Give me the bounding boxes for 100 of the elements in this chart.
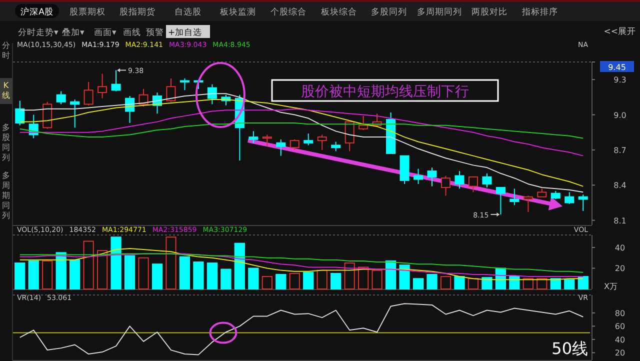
bar bbox=[289, 272, 300, 290]
line-series bbox=[19, 108, 584, 156]
candlestick bbox=[523, 195, 533, 213]
bar bbox=[193, 262, 204, 290]
y-tick-label: 40 bbox=[614, 335, 626, 344]
candlestick bbox=[276, 138, 286, 156]
candlestick bbox=[414, 168, 424, 184]
candlestick bbox=[290, 138, 300, 150]
bar bbox=[28, 260, 39, 290]
candlestick bbox=[166, 78, 176, 102]
text: +加自选 bbox=[168, 27, 202, 38]
text: 个股综合 bbox=[270, 6, 306, 18]
candlestick bbox=[304, 133, 314, 146]
text: 股票期权 bbox=[69, 6, 106, 18]
candlestick bbox=[331, 141, 341, 152]
bar bbox=[522, 278, 534, 290]
candlestick bbox=[180, 78, 190, 91]
bar bbox=[303, 272, 314, 290]
y-tick-label: 8.7 bbox=[614, 146, 626, 155]
bar bbox=[56, 252, 66, 290]
candlestick bbox=[262, 134, 272, 147]
bar bbox=[110, 236, 122, 290]
text: 股指期货 bbox=[120, 6, 156, 18]
candlestick bbox=[56, 90, 66, 105]
annotation: 50线 bbox=[552, 339, 588, 358]
bar bbox=[124, 255, 136, 290]
text: 画面▾ bbox=[94, 28, 117, 38]
text: 预警 bbox=[146, 27, 164, 38]
bar bbox=[550, 278, 561, 290]
bar bbox=[385, 260, 396, 290]
bar bbox=[206, 262, 218, 290]
bar bbox=[344, 262, 355, 290]
bar bbox=[138, 257, 149, 290]
bar bbox=[564, 279, 575, 290]
text: 沪深A股 bbox=[20, 6, 54, 18]
text: 叠加▾ bbox=[62, 27, 85, 38]
y-tick-label: 9.3 bbox=[614, 76, 626, 85]
bar bbox=[83, 240, 94, 290]
bar bbox=[248, 268, 259, 290]
annotation: 股价被中短期均线压制下行 bbox=[301, 84, 469, 100]
bar bbox=[399, 264, 410, 290]
text: 多周期同列 bbox=[2, 171, 10, 220]
y-tick-label: 8.4 bbox=[614, 181, 626, 190]
candlestick bbox=[454, 170, 464, 190]
text: 板块监测 bbox=[219, 6, 256, 18]
text: 分时 bbox=[2, 41, 10, 60]
text: 自选股 bbox=[174, 6, 202, 18]
bar bbox=[482, 277, 492, 290]
candlestick bbox=[98, 73, 108, 99]
bar bbox=[14, 262, 26, 290]
candlestick bbox=[510, 188, 520, 206]
bar bbox=[536, 278, 548, 290]
bar bbox=[412, 278, 424, 290]
bar bbox=[276, 274, 286, 290]
candlestick bbox=[248, 130, 258, 144]
candlestick bbox=[84, 81, 94, 106]
bar bbox=[578, 276, 588, 290]
bar bbox=[454, 276, 465, 290]
candlestick bbox=[344, 121, 354, 152]
bar bbox=[179, 256, 190, 290]
bar bbox=[262, 276, 272, 290]
candlestick bbox=[15, 100, 25, 126]
candlestick bbox=[564, 192, 574, 204]
text: K线 bbox=[2, 81, 10, 100]
y-tick-label: 40 bbox=[614, 243, 626, 252]
text: 两股对比 bbox=[472, 6, 508, 18]
text: 板块综合 bbox=[320, 6, 357, 18]
text: 指标排序 bbox=[521, 6, 558, 18]
bar bbox=[509, 276, 520, 290]
y-tick-label: 20 bbox=[614, 264, 626, 274]
bar bbox=[166, 236, 176, 290]
line-series bbox=[19, 248, 584, 280]
y-axis-title: X万 bbox=[604, 282, 618, 291]
bar bbox=[220, 268, 232, 290]
bar bbox=[70, 259, 80, 290]
text: 画线 bbox=[123, 27, 141, 38]
y-tick-label: 20 bbox=[614, 348, 626, 358]
bar bbox=[316, 270, 328, 290]
line-series bbox=[19, 253, 584, 273]
candlestick bbox=[440, 175, 451, 196]
y-tick-label: 9.45 bbox=[608, 63, 626, 72]
y-tick-label: 8.1 bbox=[614, 216, 626, 226]
bar bbox=[234, 242, 245, 290]
candlestick bbox=[207, 84, 217, 105]
candlestick bbox=[358, 115, 368, 131]
candlestick bbox=[427, 167, 437, 187]
bar bbox=[330, 272, 342, 290]
candlestick bbox=[317, 134, 327, 150]
bar bbox=[440, 276, 452, 290]
text: 分时走势▾ bbox=[18, 27, 59, 38]
candlestick bbox=[468, 176, 478, 193]
y-tick-label: 60 bbox=[614, 322, 626, 332]
bar bbox=[468, 278, 479, 290]
candlestick bbox=[42, 101, 52, 130]
bar bbox=[96, 250, 108, 290]
bar bbox=[372, 270, 382, 290]
candlestick bbox=[482, 172, 492, 188]
candlestick bbox=[70, 99, 80, 128]
bar bbox=[42, 260, 53, 290]
bar bbox=[152, 264, 163, 290]
